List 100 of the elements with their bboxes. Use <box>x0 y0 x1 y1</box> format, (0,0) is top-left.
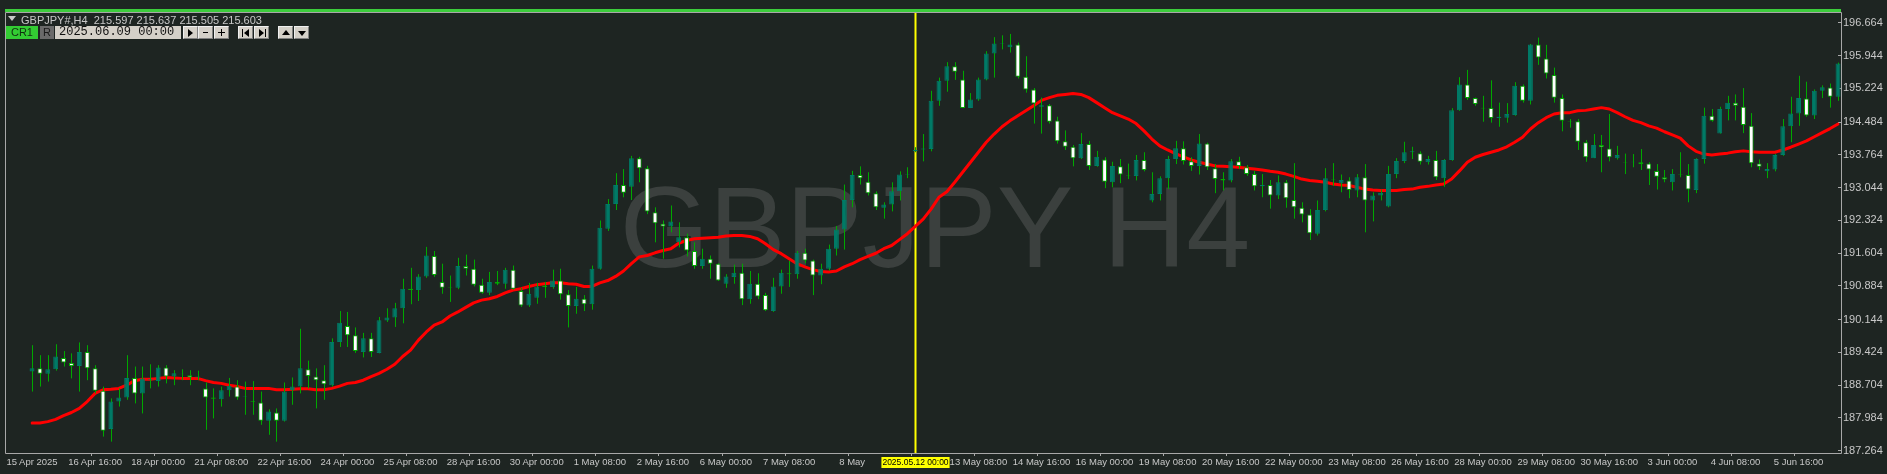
candlestick <box>1725 95 1731 121</box>
candlestick <box>486 271 492 296</box>
x-tick-label: 7 May 08:00 <box>762 456 816 468</box>
y-tick-label: 195.224 <box>1843 81 1883 94</box>
candlestick <box>975 77 981 102</box>
candlestick <box>1441 158 1447 188</box>
candlestick <box>1504 102 1510 124</box>
candlestick <box>1543 44 1549 80</box>
x-tick-label: 1 May 08:00 <box>573 456 626 468</box>
candlestick <box>368 332 374 358</box>
candlestick <box>345 311 350 348</box>
candlestick <box>1299 201 1305 223</box>
y-tick-label: 194.484 <box>1843 115 1883 128</box>
x-tick-label: 23 May 08:00 <box>1328 456 1386 468</box>
candlestick <box>132 366 137 404</box>
x-tick-label: 2 May 16:00 <box>636 456 690 468</box>
candlestick <box>1251 170 1257 191</box>
candlestick <box>92 364 98 394</box>
annotation: R <box>40 26 54 39</box>
x-tick-label: 26 May 16:00 <box>1391 456 1449 468</box>
candlestick <box>1086 140 1092 171</box>
candlestick <box>1401 141 1407 164</box>
candlestick <box>29 344 35 393</box>
candlestick <box>1046 103 1052 125</box>
candlestick <box>1196 133 1202 176</box>
candlestick <box>266 408 272 436</box>
y-tick-label: 190.144 <box>1843 312 1883 325</box>
x-tick-label: 15 Apr 2025 <box>6 456 58 468</box>
candlestick <box>297 328 303 394</box>
candlestick <box>1267 179 1273 210</box>
candlestick <box>1827 83 1833 109</box>
candlestick <box>400 278 406 324</box>
candlestick <box>455 257 461 290</box>
candlestick <box>1591 133 1596 159</box>
x-tick-label: 29 May 08:00 <box>1517 456 1575 468</box>
candlestick <box>124 354 130 401</box>
candlestick <box>1796 75 1802 127</box>
candlestick <box>1354 173 1360 198</box>
candlestick <box>1133 154 1139 181</box>
candlestick <box>68 352 74 379</box>
candlestick <box>1740 87 1746 134</box>
candlestick <box>352 326 358 354</box>
candlestick <box>258 391 264 426</box>
y-tick-label: 191.604 <box>1843 246 1883 259</box>
x-tick-label: 19 May 08:00 <box>1138 456 1197 468</box>
x-tick-label: 28 Apr 16:00 <box>446 456 501 468</box>
x-tick-label: 24 Apr 00:00 <box>320 456 375 468</box>
candlestick <box>1023 55 1029 94</box>
x-tick-label: 28 May 00:00 <box>1454 456 1512 468</box>
x-tick-label: 20 May 16:00 <box>1201 456 1260 468</box>
candlestick <box>526 282 532 308</box>
candlestick <box>1685 163 1691 203</box>
candlestick <box>76 341 82 393</box>
candlestick <box>1457 76 1462 112</box>
candlestick <box>944 61 950 93</box>
candlestick <box>550 269 555 290</box>
candlestick <box>360 332 366 358</box>
x-tick-label: 18 Apr 00:00 <box>131 456 186 468</box>
candlestick <box>1117 158 1123 184</box>
x-tick-label: 21 Apr 08:00 <box>194 456 249 468</box>
candlestick <box>1669 168 1675 191</box>
candlestick <box>218 386 224 408</box>
x-tick-label: 22 Apr 16:00 <box>257 456 312 468</box>
candlestick <box>1464 69 1470 101</box>
x-tick-label: 3 Jun 00:00 <box>1647 456 1698 468</box>
candlestick <box>1307 208 1313 241</box>
x-tick-label: 16 Apr 16:00 <box>68 456 123 468</box>
candlestick <box>1362 163 1368 233</box>
y-tick-label: 188.704 <box>1843 378 1883 391</box>
chart-title: GBPJPY#,H4 215.597 215.637 215.505 215.603 <box>21 14 262 26</box>
candlestick <box>1173 140 1178 165</box>
x-tick-label: 30 May 16:00 <box>1580 456 1639 468</box>
candlestick <box>1007 33 1013 54</box>
x-tick-label: 13 May 08:00 <box>949 456 1008 468</box>
candlestick <box>321 364 327 401</box>
candlestick <box>502 267 508 290</box>
candlestick <box>1654 163 1660 191</box>
candlestick <box>763 292 768 312</box>
candlestick <box>1433 150 1439 181</box>
candlestick <box>991 36 997 79</box>
annotation: 2025.06.09 00:00 <box>55 25 181 39</box>
candlestick <box>1078 132 1084 160</box>
candlestick <box>1062 129 1068 151</box>
candlestick <box>1575 118 1581 151</box>
x-tick-label: 4 Jun 08:00 <box>1710 456 1761 468</box>
candlestick <box>439 263 445 295</box>
candlestick <box>163 364 169 384</box>
candlestick <box>613 172 619 211</box>
candlestick <box>1370 191 1376 222</box>
candlestick <box>557 268 563 301</box>
candlestick <box>1180 140 1186 166</box>
candlestick <box>84 344 90 381</box>
candlestick <box>155 364 161 388</box>
y-tick-label: 189.424 <box>1843 345 1883 358</box>
candlestick <box>37 354 43 388</box>
candlestick <box>1204 142 1210 171</box>
y-tick-label: 192.324 <box>1843 213 1883 226</box>
candlestick <box>1717 106 1723 135</box>
x-tick-label: 8 May <box>839 456 866 468</box>
annotation: CR1 <box>6 26 38 39</box>
